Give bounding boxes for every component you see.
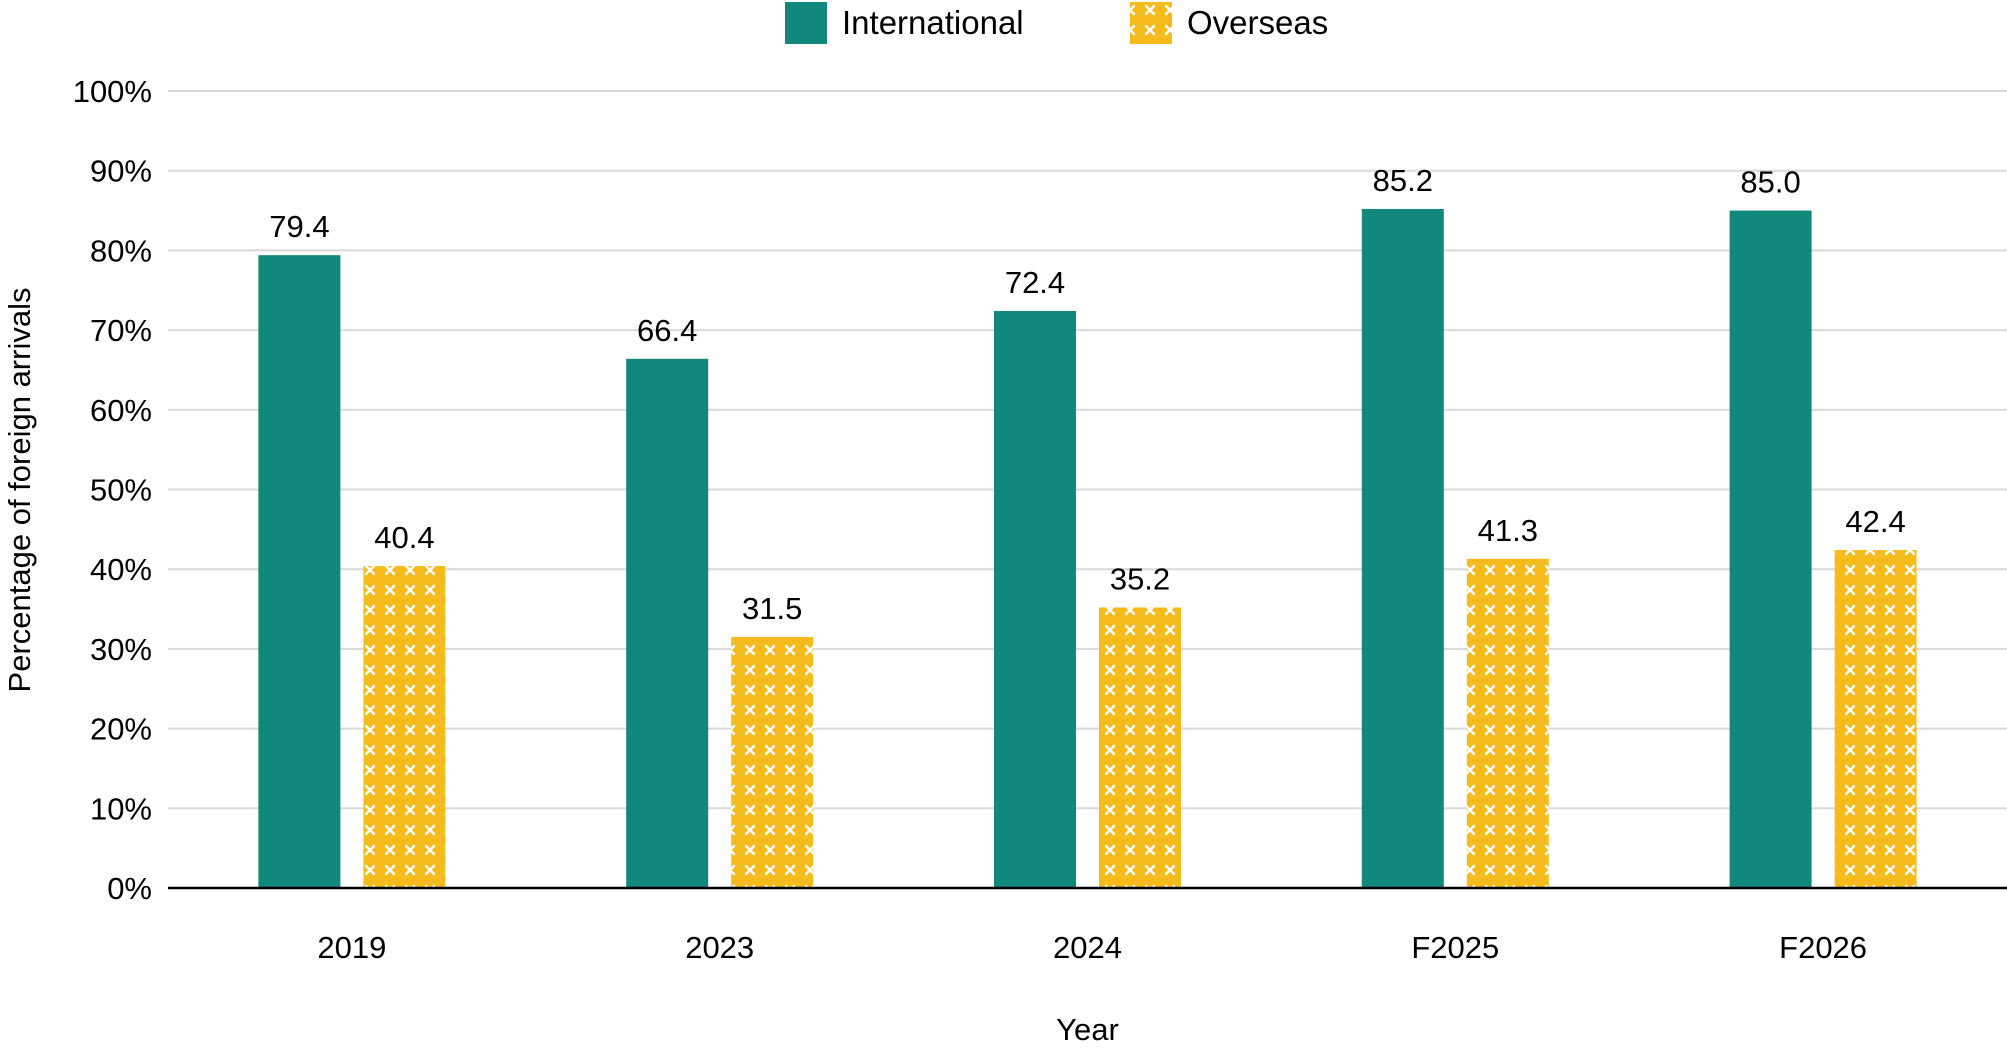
y-tick-label: 100% [73,74,152,109]
x-tick-label: 2023 [685,930,754,965]
legend-label: International [842,4,1024,41]
axes: 0% 10% 20% 30% 40% 50% 60% 70% 80% 90% 100% 2019 202… [2,74,2007,1047]
y-tick-label: 20% [90,712,152,747]
x-tick-label: 2024 [1053,930,1122,965]
data-label: 31.5 [742,591,802,626]
y-tick-label: 60% [90,393,152,428]
data-label: 41.3 [1478,513,1538,548]
y-tick-label: 10% [90,791,152,826]
legend-label: Overseas [1187,4,1328,41]
bar-overseas-2023 [731,636,814,888]
x-axis-title: Year [1056,1012,1119,1047]
bar-overseas-2019 [363,566,446,888]
bar-international-f2026 [1729,210,1812,889]
bars [258,208,1917,889]
y-tick-label: 90% [90,154,152,189]
bar-international-2023 [626,358,709,888]
y-tick-label: 0% [107,871,152,906]
bar-international-2019 [258,255,341,888]
bar-international-f2025 [1361,208,1444,888]
data-label: 79.4 [269,209,329,244]
bar-overseas-2024 [1099,607,1181,888]
y-tick-label: 70% [90,313,152,348]
data-label: 85.0 [1740,165,1800,200]
data-labels: 79.4 40.4 66.4 31.5 72.4 35.2 85.2 41.3 85.0 42.4 [269,163,1906,626]
bar-overseas-f2026 [1834,550,1917,888]
y-tick-label: 80% [90,233,152,268]
legend-swatch-overseas [1130,2,1172,44]
data-label: 66.4 [637,313,697,348]
data-label: 40.4 [374,520,434,555]
data-label: 42.4 [1845,504,1905,539]
x-tick-label: F2025 [1411,930,1499,965]
data-label: 85.2 [1373,163,1433,198]
y-tick-label: 30% [90,632,152,667]
y-tick-label: 40% [90,552,152,587]
bar-overseas-f2025 [1466,558,1549,888]
gridlines [168,90,2007,810]
data-label: 72.4 [1005,265,1065,300]
x-tick-label: F2026 [1779,930,1867,965]
bar-international-2024 [994,310,1076,888]
x-tick-label: 2019 [317,930,386,965]
y-tick-label: 50% [90,473,152,508]
legend: International Overseas [785,2,1328,44]
data-label: 35.2 [1110,561,1170,596]
legend-swatch-international [785,2,827,44]
y-axis-title: Percentage of foreign arrivals [2,288,37,693]
